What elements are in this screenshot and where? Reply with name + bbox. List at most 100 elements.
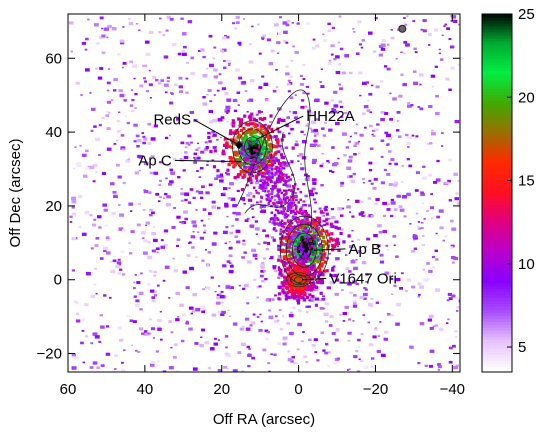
noise-pixel bbox=[261, 279, 265, 283]
noise-pixel bbox=[118, 89, 123, 93]
noise-pixel bbox=[346, 369, 350, 371]
noise-pixel bbox=[280, 156, 285, 160]
noise-pixel bbox=[451, 261, 455, 264]
noise-pixel bbox=[364, 288, 368, 291]
noise-pixel bbox=[73, 167, 76, 170]
noise-pixel bbox=[106, 127, 111, 131]
noise-pixel bbox=[226, 172, 231, 176]
noise-pixel bbox=[220, 49, 224, 53]
emission-pixel bbox=[315, 280, 319, 284]
noise-pixel bbox=[286, 116, 290, 119]
emission-pixel bbox=[296, 298, 300, 303]
noise-pixel bbox=[264, 98, 269, 102]
noise-pixel bbox=[176, 244, 179, 247]
emission-pixel bbox=[300, 226, 304, 230]
noise-pixel bbox=[358, 358, 361, 361]
noise-pixel bbox=[234, 27, 238, 30]
noise-pixel bbox=[282, 342, 287, 346]
noise-pixel bbox=[186, 254, 191, 257]
emission-pixel bbox=[278, 178, 281, 182]
emission-pixel bbox=[238, 172, 242, 177]
noise-pixel bbox=[177, 316, 180, 318]
noise-pixel bbox=[312, 181, 317, 185]
noise-pixel bbox=[378, 230, 383, 234]
noise-pixel bbox=[232, 211, 236, 215]
emission-pixel bbox=[301, 288, 305, 292]
noise-pixel bbox=[142, 64, 146, 68]
noise-pixel bbox=[122, 181, 126, 184]
noise-pixel bbox=[185, 141, 190, 145]
noise-pixel bbox=[415, 171, 420, 175]
noise-pixel bbox=[235, 229, 241, 234]
noise-pixel bbox=[370, 365, 374, 368]
noise-pixel bbox=[406, 141, 411, 145]
emission-pixel bbox=[241, 170, 245, 174]
emission-pixel bbox=[314, 303, 319, 307]
emission-pixel bbox=[274, 208, 278, 212]
noise-pixel bbox=[313, 99, 319, 103]
emission-pixel bbox=[265, 172, 268, 175]
noise-pixel bbox=[322, 39, 328, 43]
noise-pixel bbox=[304, 194, 309, 198]
noise-pixel bbox=[305, 361, 309, 364]
noise-pixel bbox=[112, 259, 117, 263]
noise-pixel bbox=[76, 162, 82, 166]
noise-pixel bbox=[102, 246, 108, 251]
emission-pixel bbox=[317, 265, 321, 270]
noise-pixel bbox=[242, 239, 246, 242]
noise-pixel bbox=[225, 226, 229, 229]
noise-pixel bbox=[340, 115, 344, 119]
emission-pixel bbox=[312, 236, 316, 239]
noise-pixel bbox=[228, 269, 234, 274]
emission-pixel bbox=[219, 173, 224, 177]
noise-pixel bbox=[419, 285, 424, 289]
colorbar-band bbox=[482, 306, 512, 310]
noise-pixel bbox=[105, 114, 110, 117]
emission-pixel bbox=[296, 262, 300, 266]
noise-pixel bbox=[396, 120, 399, 122]
emission-pixel bbox=[271, 173, 274, 176]
emission-pixel bbox=[304, 278, 308, 282]
noise-pixel bbox=[355, 123, 359, 126]
noise-pixel bbox=[273, 23, 279, 27]
emission-pixel bbox=[277, 285, 281, 289]
emission-pixel bbox=[249, 160, 253, 163]
noise-pixel bbox=[224, 35, 227, 38]
noise-pixel bbox=[344, 111, 348, 115]
emission-pixel bbox=[291, 189, 294, 192]
noise-pixel bbox=[316, 359, 320, 362]
noise-pixel bbox=[139, 308, 143, 311]
emission-pixel bbox=[307, 237, 311, 242]
colorbar-band bbox=[482, 52, 512, 57]
noise-pixel bbox=[261, 75, 265, 78]
noise-pixel bbox=[236, 91, 241, 95]
y-tick-label: −20 bbox=[37, 346, 62, 363]
emission-pixel bbox=[283, 179, 286, 182]
emission-pixel bbox=[284, 261, 288, 265]
emission-pixel bbox=[296, 291, 300, 295]
colorbar-band bbox=[482, 109, 512, 114]
emission-pixel bbox=[294, 191, 297, 195]
noise-pixel bbox=[335, 329, 340, 333]
noise-pixel bbox=[357, 250, 362, 253]
emission-pixel bbox=[263, 116, 267, 121]
emission-pixel bbox=[247, 156, 250, 159]
noise-pixel bbox=[133, 77, 136, 80]
noise-pixel bbox=[293, 361, 297, 365]
noise-pixel bbox=[170, 331, 174, 334]
noise-pixel bbox=[162, 34, 166, 37]
emission-pixel bbox=[294, 219, 298, 222]
noise-pixel bbox=[456, 310, 459, 312]
noise-pixel bbox=[132, 320, 137, 324]
noise-pixel bbox=[384, 330, 389, 334]
emission-pixel bbox=[299, 190, 303, 194]
noise-pixel bbox=[224, 204, 229, 208]
noise-pixel bbox=[101, 27, 104, 30]
noise-pixel bbox=[400, 272, 404, 275]
emission-pixel bbox=[266, 159, 270, 163]
noise-pixel bbox=[216, 296, 221, 300]
noise-pixel bbox=[213, 94, 216, 96]
noise-pixel bbox=[180, 17, 184, 20]
noise-pixel bbox=[123, 99, 127, 102]
noise-pixel bbox=[157, 318, 162, 323]
